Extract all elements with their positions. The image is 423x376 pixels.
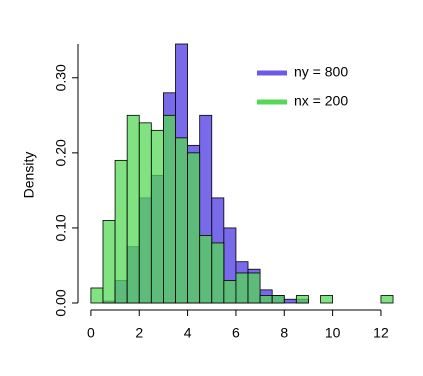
histogram-bar <box>320 295 334 304</box>
histogram-bar <box>235 272 249 304</box>
legend-label: nx = 200 <box>294 93 348 109</box>
x-tick-label: 2 <box>135 325 143 341</box>
y-tick-label: 0.10 <box>53 214 69 241</box>
histogram-bar <box>247 272 261 304</box>
histogram-bar <box>90 287 104 304</box>
legend-label: ny = 800 <box>294 64 348 80</box>
y-tick-label: 0.30 <box>53 64 69 91</box>
x-tick-label: 0 <box>87 325 95 341</box>
histogram-bar <box>175 137 188 304</box>
histogram-bar <box>223 280 237 304</box>
histogram-bar <box>163 114 176 304</box>
histogram-bar <box>283 298 297 304</box>
histogram-bar <box>380 295 394 304</box>
x-tick-label: 10 <box>325 325 341 341</box>
histogram-bar <box>211 242 225 304</box>
histogram-bar <box>295 295 309 304</box>
histogram-bar <box>259 295 273 304</box>
histogram-bar <box>102 220 116 304</box>
histogram-bar <box>187 152 201 304</box>
histogram-bar <box>126 114 140 304</box>
histogram-bar <box>271 295 285 304</box>
x-tick-label: 6 <box>232 325 240 341</box>
histogram-bar <box>114 159 128 304</box>
histogram-bar <box>199 235 213 304</box>
y-axis-label: Density <box>21 152 37 199</box>
x-tick-label: 8 <box>280 325 288 341</box>
y-tick-label: 0.20 <box>53 139 69 166</box>
x-tick-label: 4 <box>184 325 192 341</box>
x-tick-label: 12 <box>373 325 389 341</box>
histogram-bar <box>150 129 164 304</box>
y-tick-label: 0.00 <box>53 289 69 316</box>
histogram-bar <box>138 122 152 304</box>
